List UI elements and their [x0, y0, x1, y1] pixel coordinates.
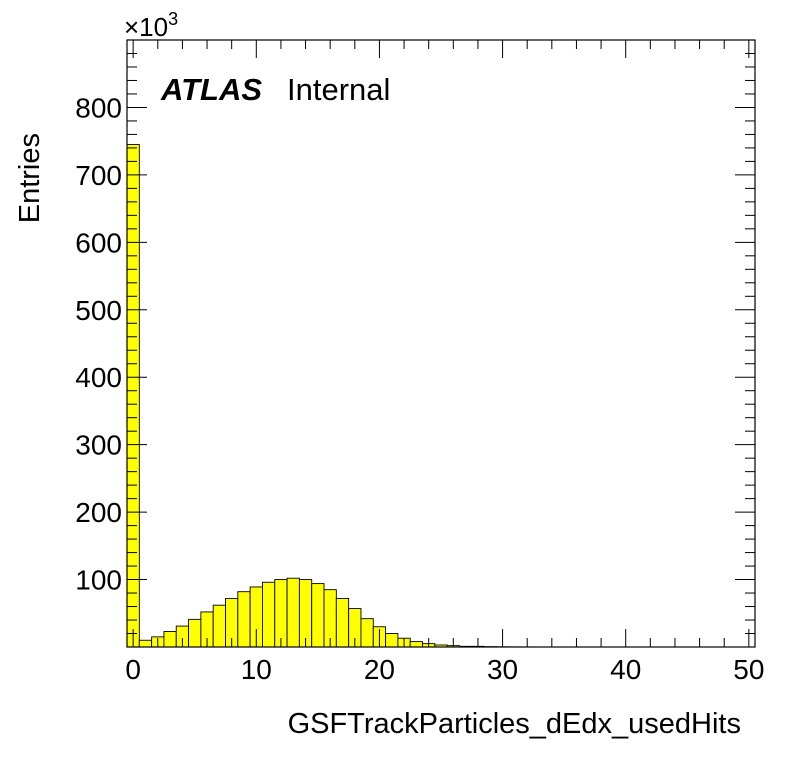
histogram-bar [298, 579, 313, 648]
histogram-bar [237, 591, 251, 648]
x-tick-labels: 0 10 20 30 40 50 [125, 654, 764, 685]
x-tick-label: 10 [241, 654, 272, 685]
y-multiplier: ×103 [124, 9, 178, 42]
y-tick-label: 300 [75, 430, 122, 461]
atlas-label: ATLAS [160, 72, 262, 107]
x-tick-label: 30 [487, 654, 518, 685]
y-tick-label: 700 [75, 160, 122, 191]
y-tick-label: 600 [75, 227, 122, 258]
histogram-bars [126, 144, 534, 648]
histogram-bar [163, 631, 177, 648]
y-tick-labels: 100 200 300 400 500 600 700 800 [75, 92, 122, 595]
internal-label: Internal [287, 72, 390, 107]
x-tick-label: 20 [364, 654, 395, 685]
histogram-bar [188, 618, 202, 648]
histogram-bar [262, 581, 276, 648]
histogram-bar [409, 641, 423, 648]
y-tick-label: 200 [75, 497, 122, 528]
y-tick-label: 400 [75, 362, 122, 393]
x-tick-label: 50 [733, 654, 764, 685]
y-tick-label: 800 [75, 92, 122, 123]
histogram-bar [274, 579, 288, 648]
y-axis-title: Entries [14, 133, 46, 223]
histogram-bar [126, 144, 140, 648]
histogram-bar [311, 583, 325, 648]
histogram-bar [360, 618, 374, 648]
histogram-bar [385, 633, 399, 648]
x-tick-label: 40 [610, 654, 641, 685]
y-multiplier-exponent: 3 [168, 9, 178, 29]
y-tick-label: 500 [75, 295, 122, 326]
histogram-bar [335, 597, 350, 648]
plot-frame [126, 39, 756, 648]
y-tick-label: 100 [75, 565, 122, 596]
x-tick-label: 0 [125, 654, 141, 685]
histogram-bar [286, 577, 300, 648]
x-axis-title: GSFTrackParticles_dEdx_usedHits [288, 708, 741, 740]
axis-ticks [127, 39, 755, 647]
histogram-bar [212, 604, 226, 648]
histogram-bar [138, 639, 153, 648]
